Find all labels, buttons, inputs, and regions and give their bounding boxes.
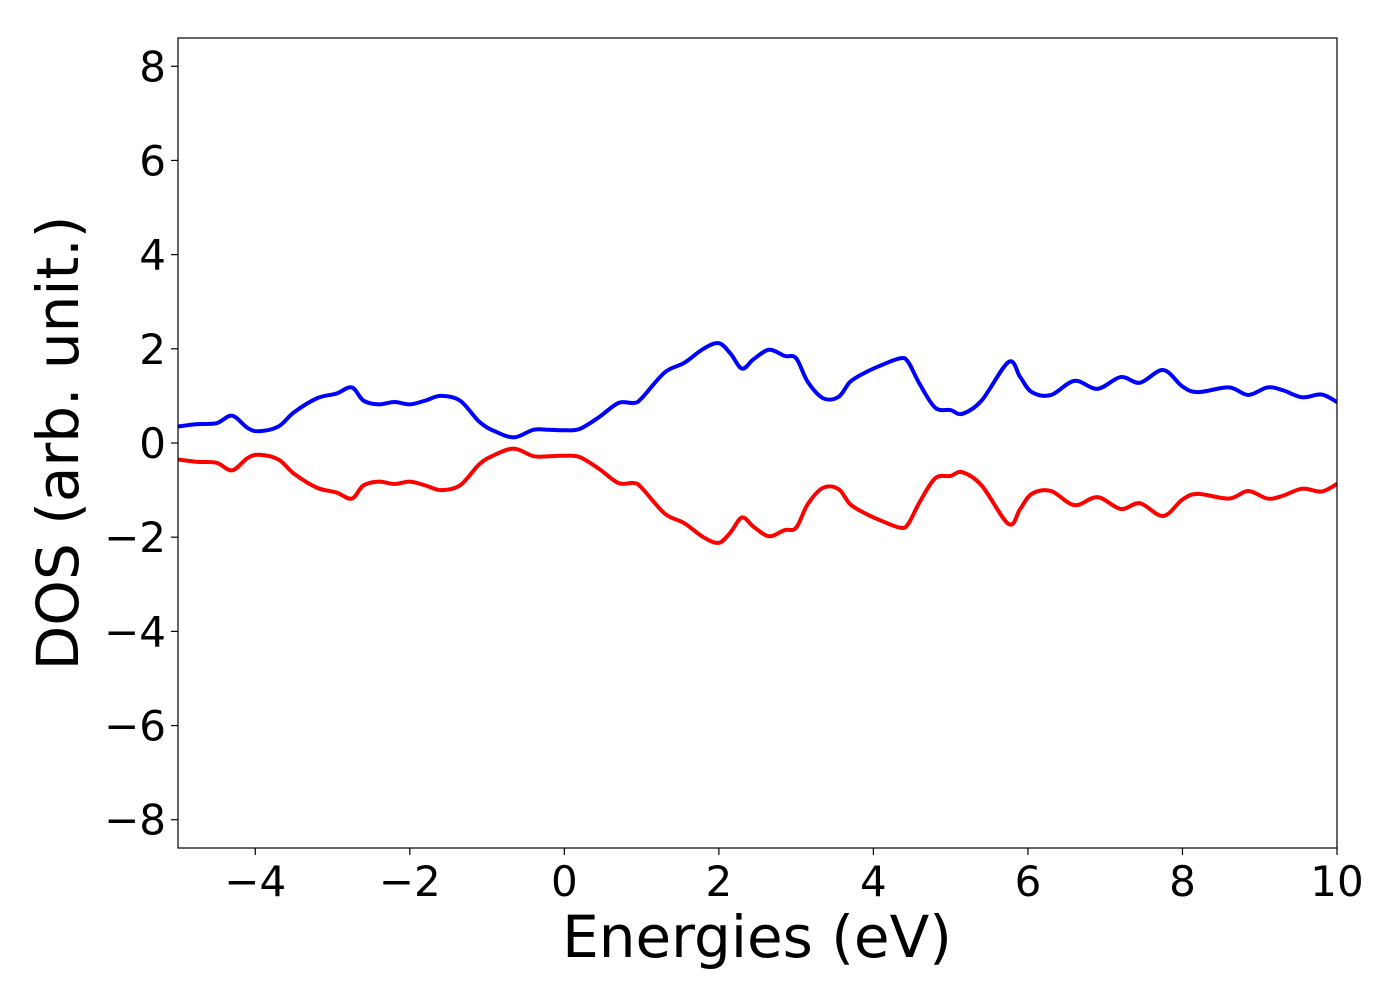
y-axis: 8 6 4 2 0 −2 −4 −6 −8 bbox=[104, 42, 178, 845]
y-tick-label: −4 bbox=[104, 607, 166, 656]
y-tick-label: 2 bbox=[139, 325, 166, 374]
x-tick-label: 6 bbox=[1015, 857, 1042, 906]
x-axis: −4 −2 0 2 4 6 8 10 bbox=[224, 848, 1364, 906]
series-line-1 bbox=[178, 341, 1337, 440]
x-tick-label: −2 bbox=[379, 857, 441, 906]
y-tick-label: 8 bbox=[139, 42, 166, 91]
x-tick-label: 10 bbox=[1310, 857, 1363, 906]
x-tick-label: 8 bbox=[1169, 857, 1196, 906]
y-tick-label: 4 bbox=[139, 231, 166, 280]
series-layer bbox=[178, 341, 1337, 545]
x-tick-label: −4 bbox=[224, 857, 286, 906]
y-tick-label: −8 bbox=[104, 796, 166, 845]
x-axis-label: Energies (eV) bbox=[562, 903, 952, 971]
series-line-2 bbox=[178, 446, 1337, 545]
x-tick-label: 2 bbox=[705, 857, 732, 906]
y-axis-label: DOS (arb. unit.) bbox=[24, 216, 92, 671]
y-tick-label: −6 bbox=[104, 702, 166, 751]
plot-frame bbox=[177, 37, 1338, 849]
x-tick-label: 0 bbox=[551, 857, 578, 906]
y-tick-label: 0 bbox=[139, 419, 166, 468]
x-tick-label: 4 bbox=[860, 857, 887, 906]
y-tick-label: 6 bbox=[139, 136, 166, 185]
y-tick-label: −2 bbox=[104, 513, 166, 562]
